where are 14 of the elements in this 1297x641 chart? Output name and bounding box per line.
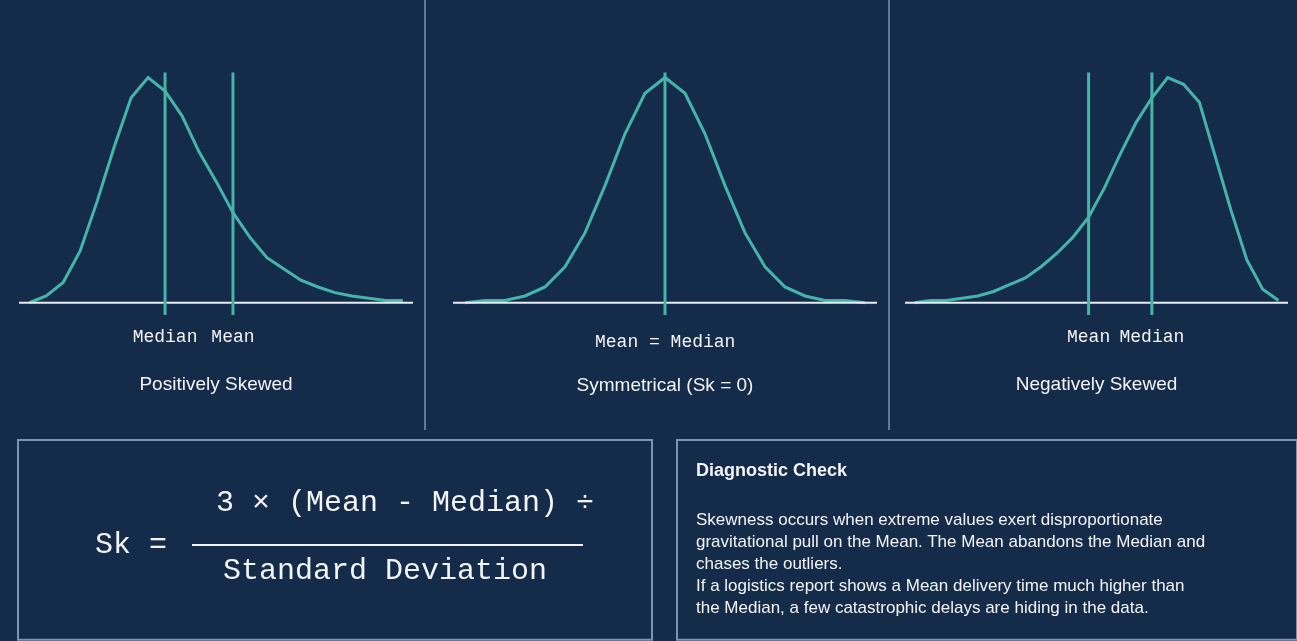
text: If a logistics report shows a Mean delivery time much higher than the Median, a few catastrophic delays are hiding in the data. xyxy=(696,576,1185,618)
x-tick-label: Mean xyxy=(1066,327,1111,347)
x-tick-label: Mean xyxy=(211,327,255,347)
x-axis-title: Negatively Skewed xyxy=(1015,372,1178,394)
text: Sk = xyxy=(95,528,168,562)
x-axis-title: Positively Skewed xyxy=(139,372,293,394)
text: Mean = Median xyxy=(595,332,736,352)
x-axis-title: Symmetrical (Sk = 0) xyxy=(576,373,754,395)
x-tick-label: Median xyxy=(132,327,198,347)
text: Diagnostic Check xyxy=(696,460,849,480)
x-tick-label: Median xyxy=(1119,327,1185,347)
text: Skewness occurs when extreme values exert disproportionate gravitational pull on the Mean. The Mean abandons the Median and chases the outliers. xyxy=(696,510,1206,574)
text: 3 × (Mean - Median) ÷ xyxy=(216,486,595,520)
text: Standard Deviation xyxy=(223,554,548,588)
